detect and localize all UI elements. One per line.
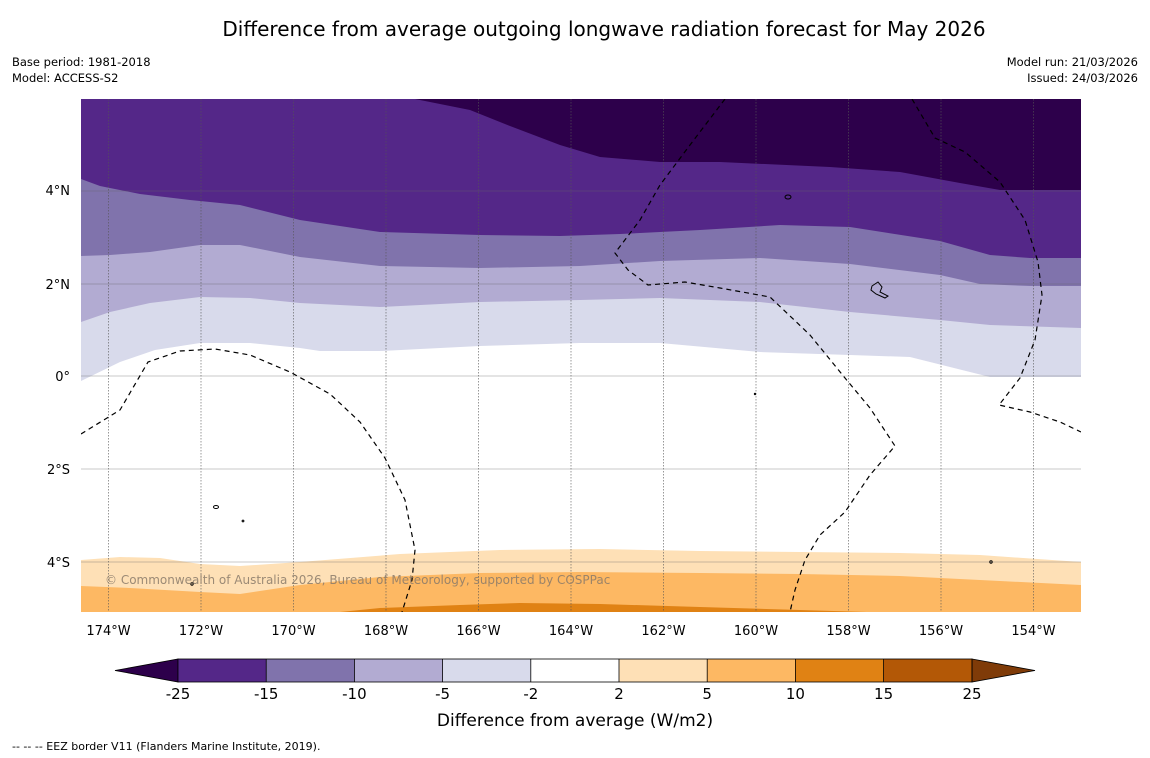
colorbar-dividers [177, 658, 973, 683]
lat-label-4s: 4°S [47, 556, 70, 571]
lon-label-156w: 156°W [919, 624, 963, 639]
colorbar-segment-5 [530, 659, 619, 682]
x-axis-labels: 174°W 172°W 170°W 168°W 166°W 164°W 162°… [86, 624, 1055, 639]
colorbar-tick-0: -25 [166, 685, 191, 703]
colorbar-segment-6 [619, 659, 708, 682]
meta-left: Base period: 1981-2018 Model: ACCESS-S2 [12, 55, 151, 86]
colorbar-segment-2 [266, 659, 355, 682]
colorbar-tick-9: 25 [962, 685, 981, 703]
y-axis-labels: 4°N 2°N 0° 2°S 4°S [46, 184, 71, 571]
colorbar-tick-3: -5 [435, 685, 450, 703]
colorbar-left-arrow [114, 658, 179, 683]
colorbar-segment-8 [795, 659, 884, 682]
lat-label-2s: 2°S [47, 463, 70, 478]
lon-label-170w: 170°W [271, 624, 315, 639]
islands [190, 194, 993, 586]
parallel-lines [81, 190, 1081, 563]
band-plus-10-to-15 [340, 603, 867, 612]
eez-legend-note: -- -- -- EEZ border V11 (Flanders Marine… [12, 740, 321, 753]
colorbar-right-arrow [971, 658, 1036, 683]
colorbar-segment-9 [883, 659, 972, 682]
meridian-lines [108, 99, 1034, 612]
colorbar-segment-4 [442, 659, 531, 682]
colorbar-tick-5: 2 [614, 685, 624, 703]
lon-label-168w: 168°W [364, 624, 408, 639]
model-name: Model: ACCESS-S2 [12, 70, 119, 85]
colorbar-tick-6: 5 [702, 685, 712, 703]
island-phoenix-b [241, 519, 245, 523]
base-period: Base period: 1981-2018 [12, 55, 151, 69]
island-phoenix-c [190, 582, 194, 586]
lon-label-164w: 164°W [549, 624, 593, 639]
lat-label-4n: 4°N [46, 184, 71, 199]
lat-label-2n: 2°N [46, 278, 71, 293]
meta-right: Model run: 21/03/2026 Issued: 24/03/2026 [1007, 55, 1138, 86]
colorbar-title: Difference from average (W/m2) [437, 711, 713, 731]
copyright-watermark: © Commonwealth of Australia 2026, Bureau… [105, 573, 610, 587]
lat-label-0: 0° [55, 370, 70, 385]
lon-label-172w: 172°W [179, 624, 223, 639]
island-phoenix-a [213, 505, 219, 509]
colorbar: -25 -15 -10 -5 -2 2 5 10 15 25 Differenc… [114, 658, 1036, 731]
island-malden [989, 560, 993, 564]
band-plus-5-to-10 [81, 572, 1081, 612]
anomaly-field [81, 99, 1081, 612]
model-run: Model run: 21/03/2026 [1006, 55, 1138, 69]
lon-label-166w: 166°W [456, 624, 500, 639]
issued-date: Issued: 24/03/2026 [1027, 70, 1138, 85]
colorbar-tick-4: -2 [523, 685, 538, 703]
map-gridlines [81, 99, 1081, 612]
island-jarvis [753, 392, 757, 396]
colorbar-tick-8: 15 [874, 685, 893, 703]
lon-label-174w: 174°W [86, 624, 130, 639]
island-kiritimati [870, 281, 889, 299]
lon-label-162w: 162°W [641, 624, 685, 639]
lon-label-158w: 158°W [826, 624, 870, 639]
eez-borders [81, 99, 1081, 612]
colorbar-tick-1: -15 [254, 685, 279, 703]
colorbar-segment-7 [707, 659, 796, 682]
island-teraina [784, 194, 792, 200]
band-below-minus-25 [415, 99, 1081, 190]
colorbar-tick-7: 10 [786, 685, 805, 703]
map-title: Difference from average outgoing longwav… [222, 17, 986, 41]
colorbar-tick-2: -10 [342, 685, 367, 703]
colorbar-segment-3 [354, 659, 443, 682]
lon-label-154w: 154°W [1011, 624, 1055, 639]
colorbar-segment-1 [178, 659, 267, 682]
lon-label-160w: 160°W [734, 624, 778, 639]
